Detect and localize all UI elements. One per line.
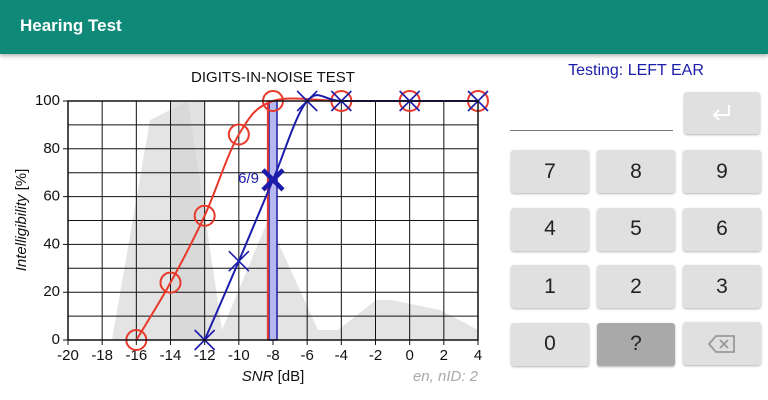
- keypad-key[interactable]: 8: [597, 150, 675, 193]
- x-tick-label: -4: [335, 347, 348, 364]
- y-tick-label: 100: [35, 92, 60, 109]
- keypad-key[interactable]: 5: [597, 207, 675, 251]
- marker: [193, 204, 216, 227]
- app-bar: Hearing Test: [0, 0, 768, 54]
- x-tick-label: -6: [300, 347, 313, 364]
- marker: [261, 168, 285, 192]
- enter-key[interactable]: [684, 92, 760, 134]
- keypad-key[interactable]: 3: [683, 265, 761, 308]
- x-tick-label: -8: [266, 347, 279, 364]
- keypad-key[interactable]: 0: [511, 322, 589, 366]
- x-tick-label: -12: [194, 347, 216, 364]
- input-underline: [510, 130, 673, 131]
- marker: [228, 250, 250, 272]
- y-tick-label: 80: [43, 140, 60, 157]
- keypad-key[interactable]: 9: [683, 150, 761, 193]
- enter-icon: [712, 105, 730, 121]
- marker: [227, 123, 250, 146]
- keypad-key[interactable]: 1: [511, 265, 589, 308]
- status-text: Testing: LEFT EAR: [568, 62, 704, 79]
- x-tick-label: -14: [160, 347, 182, 364]
- x-tick-label: -16: [125, 347, 147, 364]
- chart-note: en, nID: 2: [413, 368, 479, 385]
- marker: [159, 271, 182, 294]
- backspace-icon: [708, 334, 735, 353]
- x-tick-label: 4: [474, 347, 482, 364]
- y-tick-label: 20: [43, 283, 60, 300]
- x-tick-label: 2: [440, 347, 448, 364]
- x-tick-label: 0: [405, 347, 413, 364]
- chart: DIGITS-IN-NOISE TEST Intelligibility [%]…: [13, 69, 489, 385]
- x-tick-label: -10: [228, 347, 250, 364]
- plot-frame: [67, 100, 479, 341]
- y-axis-label: Intelligibility [%]: [13, 169, 30, 272]
- keypad-key[interactable]: 7: [511, 150, 589, 193]
- backspace-key[interactable]: [683, 322, 761, 365]
- current-snr-band: [268, 100, 278, 341]
- annotation: 6/9: [238, 170, 259, 187]
- x-tick-label: -2: [369, 347, 382, 364]
- keypad-key[interactable]: 6: [683, 207, 761, 251]
- keypad-key[interactable]: ?: [597, 322, 675, 366]
- y-tick-label: 0: [52, 331, 60, 348]
- app-title: Hearing Test: [20, 16, 122, 35]
- x-tick-label: -20: [57, 347, 79, 364]
- chart-title: DIGITS-IN-NOISE TEST: [191, 69, 355, 86]
- y-tick-label: 60: [43, 188, 60, 205]
- x-tick-label: -18: [91, 347, 113, 364]
- keypad-key[interactable]: 2: [597, 265, 675, 308]
- y-tick-label: 40: [43, 235, 60, 252]
- keypad-key[interactable]: 4: [511, 207, 589, 251]
- x-axis-label: SNR [dB]: [242, 368, 305, 385]
